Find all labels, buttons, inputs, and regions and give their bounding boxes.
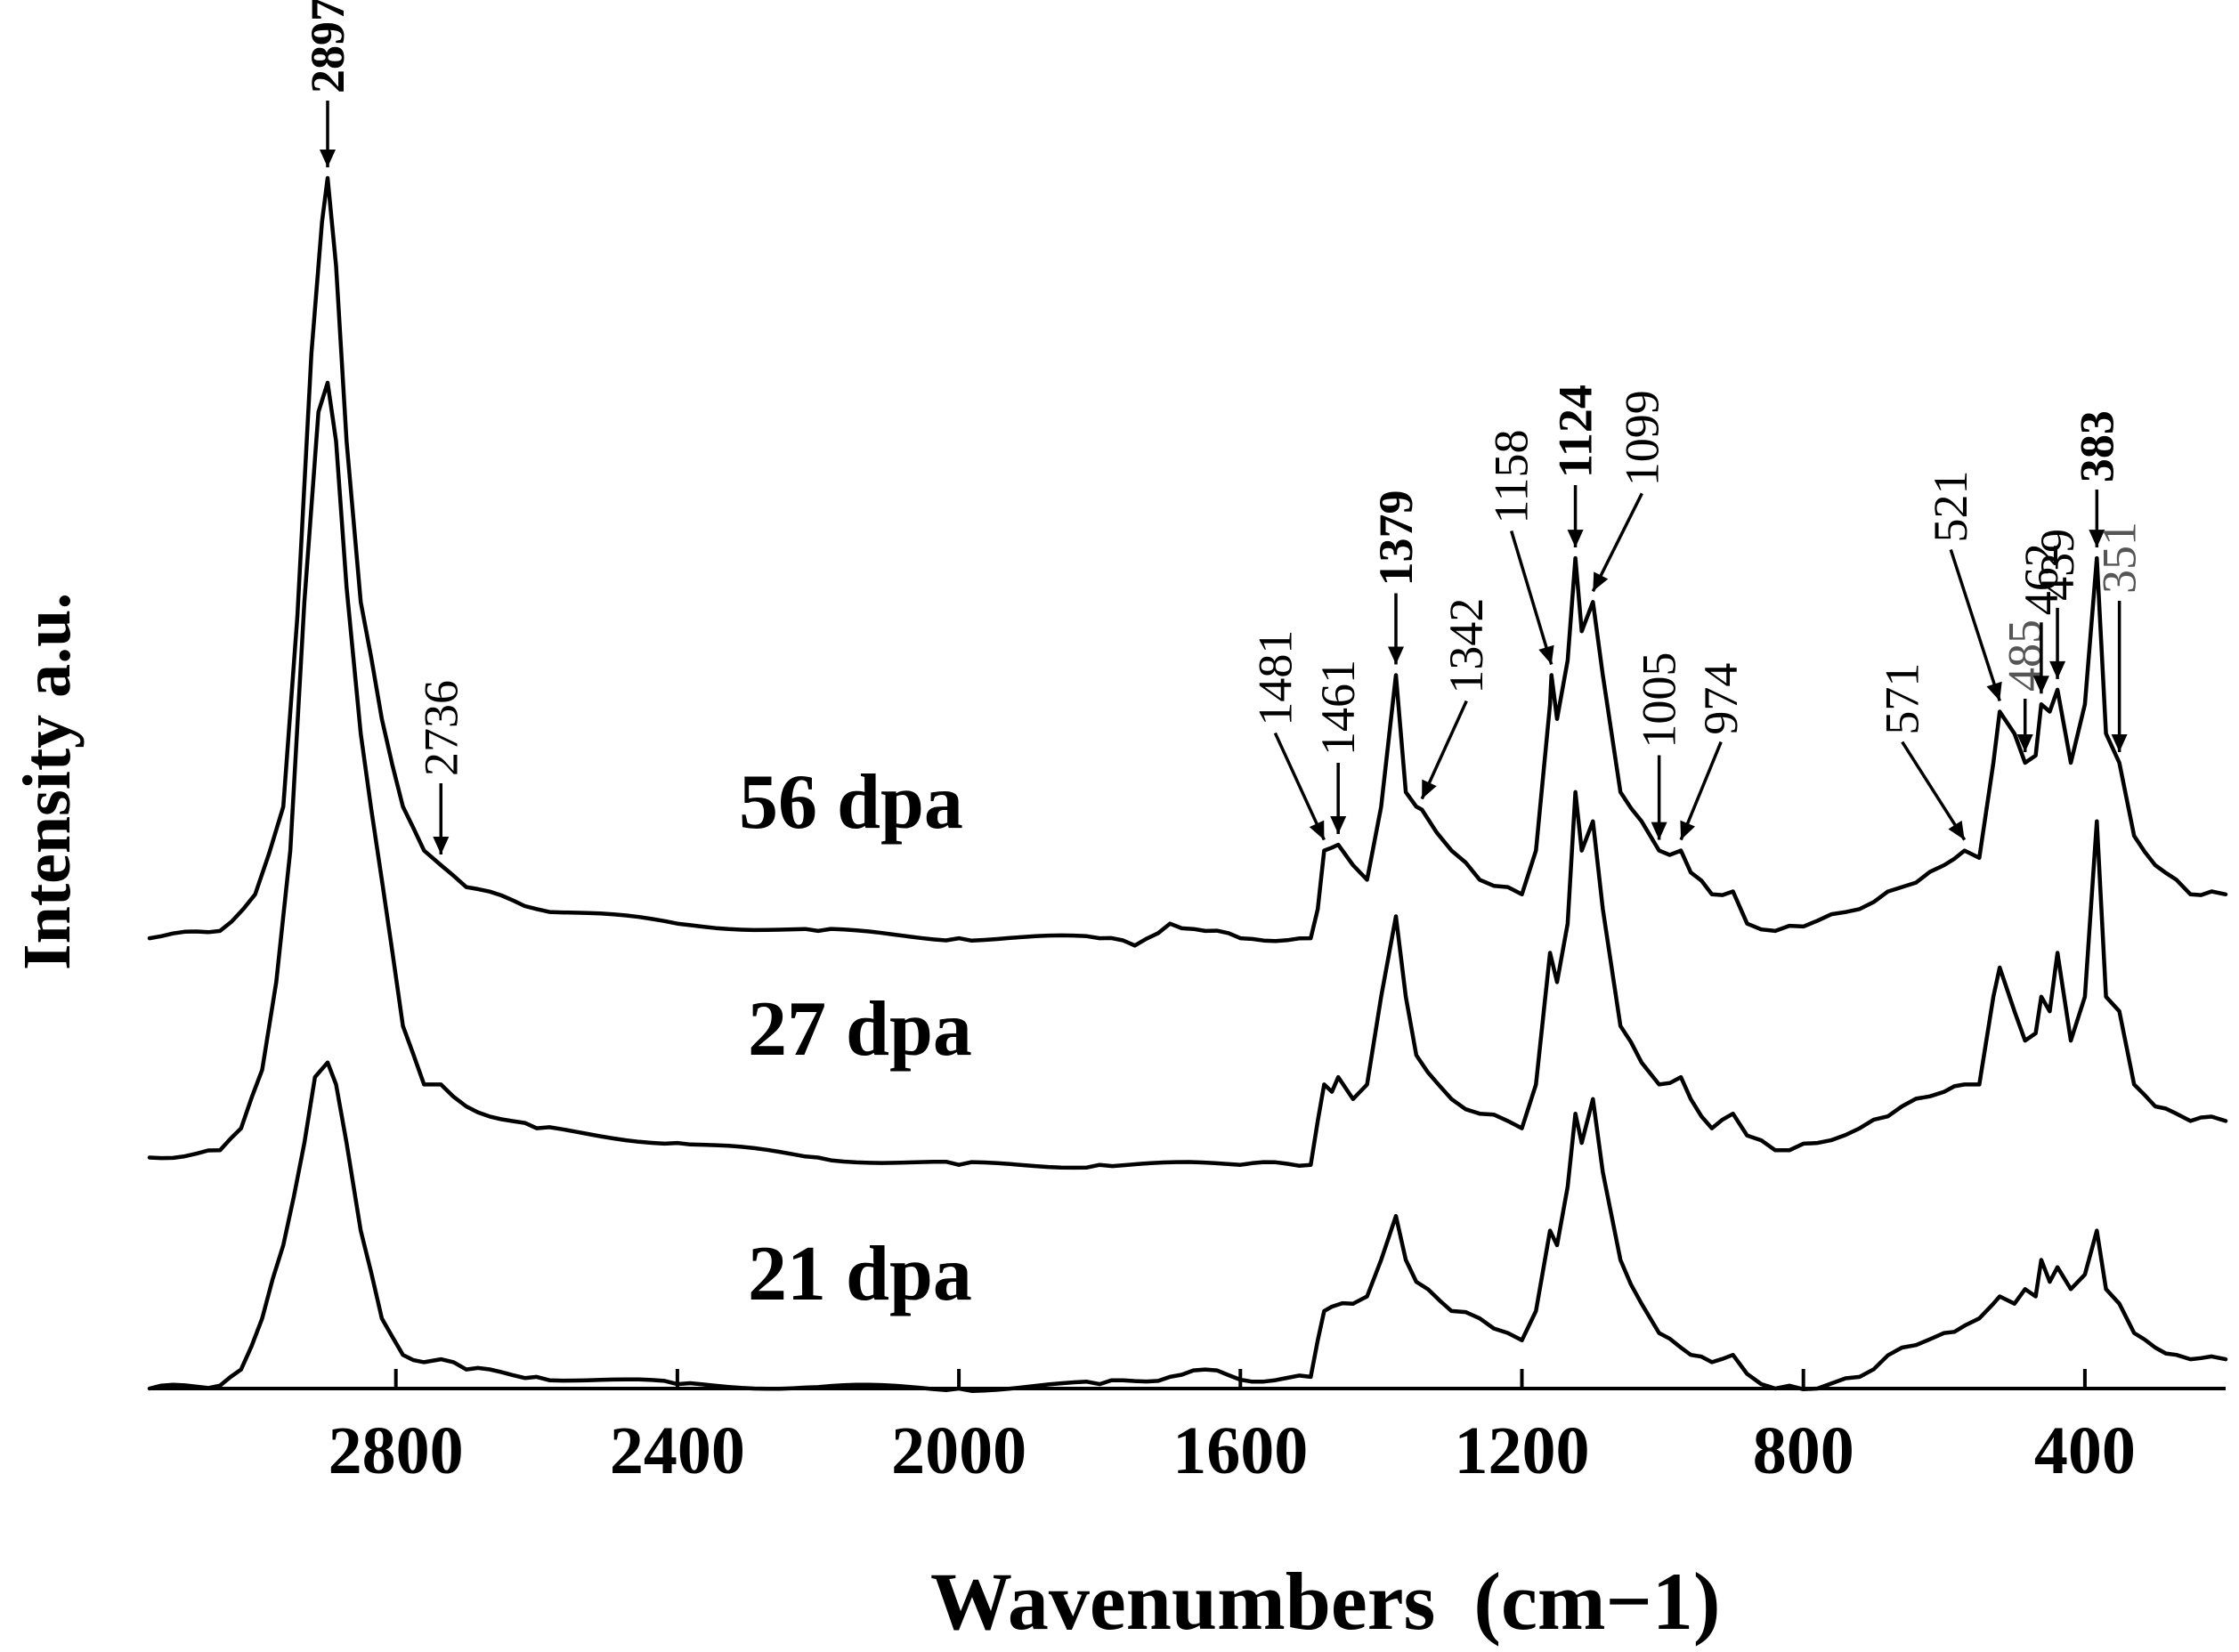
peak-arrowhead <box>2049 660 2066 679</box>
x-tick-label: 1200 <box>1454 1413 1589 1488</box>
x-tick-label: 2800 <box>329 1413 464 1488</box>
peak-label: 2897 <box>301 0 354 93</box>
x-tick-label: 2000 <box>891 1413 1026 1488</box>
peak-arrow <box>1591 492 1643 593</box>
peak-arrowhead <box>1330 816 1347 834</box>
y-axis-label: Intensity a.u. <box>10 593 85 970</box>
x-axis-label: Wavenumbers (cm−1) <box>930 1556 1721 1647</box>
peak-arrowhead <box>1388 646 1404 665</box>
x-tick-label: 1600 <box>1172 1413 1308 1488</box>
peak-label: 1124 <box>1549 385 1602 478</box>
peak-label: 1379 <box>1369 490 1423 587</box>
peak-label: 1461 <box>1311 660 1365 756</box>
peak-label: 1099 <box>1615 390 1668 486</box>
peak-annotations: 2897 2736 1481 1461 1379 1342 1158 1124 1099 1005… <box>301 0 2146 854</box>
spectrum-line <box>147 380 2228 1170</box>
peak-label: 1005 <box>1633 652 1686 749</box>
peak-arrow <box>1510 530 1554 665</box>
peak-arrowhead <box>2089 530 2105 548</box>
peak-arrow <box>1949 548 2001 702</box>
peak-label: 1342 <box>1440 598 1493 694</box>
peak-label: 351 <box>2093 522 2146 594</box>
peak-arrowhead <box>1309 820 1325 840</box>
peak-arrow <box>1901 741 1967 841</box>
peak-arrow <box>1273 732 1326 841</box>
peak-arrowhead <box>433 837 450 854</box>
x-ticks: 2800 2400 2000 1600 1200 800 400 <box>329 1369 2136 1488</box>
peak-label: 383 <box>2070 410 2123 482</box>
peak-arrowhead <box>1538 644 1554 665</box>
peak-label: 1481 <box>1248 630 1302 726</box>
peak-arrowhead <box>2032 676 2049 694</box>
series-labels: 56 dpa 27 dpa 21 dpa <box>739 759 972 1317</box>
peak-arrowhead <box>1567 530 1584 548</box>
peak-arrowhead <box>1986 681 2002 701</box>
peak-arrowhead <box>1422 779 1437 799</box>
series-label: 21 dpa <box>748 1231 972 1317</box>
spectrum-line <box>147 1060 2228 1393</box>
spectra-series <box>147 175 2228 1393</box>
x-tick-label: 2400 <box>610 1413 745 1488</box>
x-tick-label: 400 <box>2034 1413 2136 1488</box>
series-label: 27 dpa <box>748 986 972 1073</box>
peak-arrowhead <box>2111 734 2128 752</box>
peak-label: 439 <box>2031 529 2084 601</box>
peak-arrowhead <box>1948 820 1965 840</box>
peak-label: 974 <box>1694 663 1748 735</box>
peak-label: 2736 <box>414 680 467 776</box>
peak-arrowhead <box>1680 820 1695 840</box>
peak-arrowhead <box>1593 571 1609 592</box>
peak-arrowhead <box>320 150 336 167</box>
series-label: 56 dpa <box>739 759 963 846</box>
peak-arrow <box>1420 700 1468 800</box>
peak-label: 521 <box>1924 471 1977 543</box>
peak-arrowhead <box>2016 734 2033 752</box>
peak-arrowhead <box>1651 822 1667 840</box>
peak-label: 1158 <box>1485 430 1538 524</box>
peak-label: 462 <box>2015 543 2068 615</box>
peak-label: 571 <box>1876 663 1929 735</box>
spectrum-line <box>147 175 2228 948</box>
x-tick-label: 800 <box>1753 1413 1854 1488</box>
